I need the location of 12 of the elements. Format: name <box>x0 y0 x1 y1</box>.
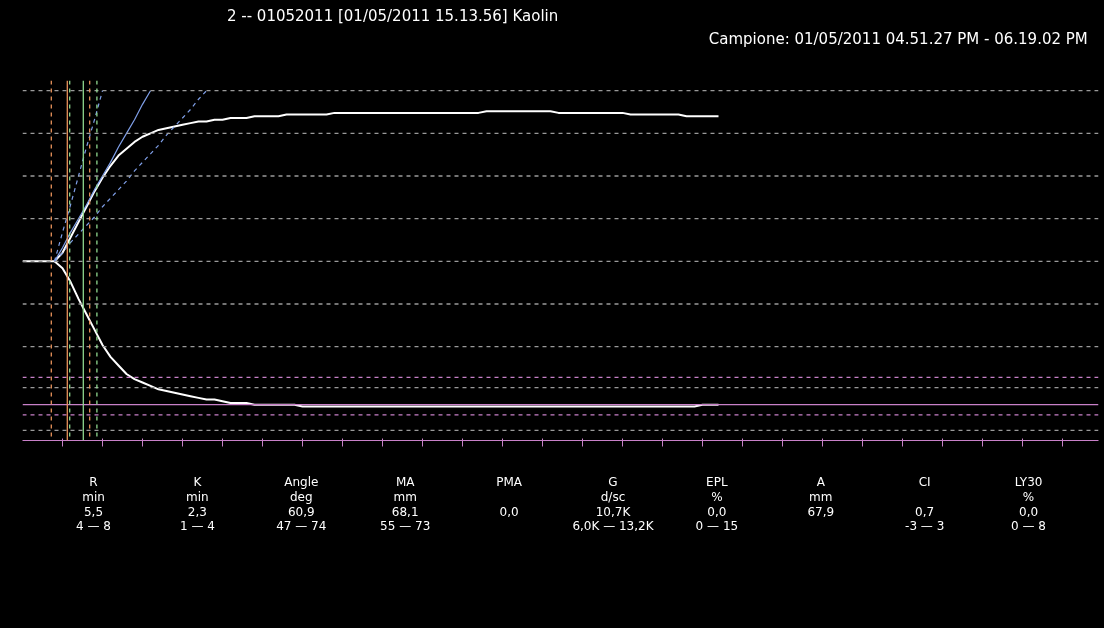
text: CI 0,7 -3 — 3 <box>905 475 945 534</box>
text: G d/sc 10,7K 6,0K — 13,2K <box>572 475 655 534</box>
text: EPL % 0,0 0 — 15 <box>695 475 739 534</box>
text: R min 5,5 4 — 8 <box>76 475 111 534</box>
text: PMA 0,0 <box>496 475 522 519</box>
text: MA mm 68,1 55 — 73 <box>380 475 431 534</box>
text: LY30 % 0,0 0 — 8 <box>1011 475 1047 534</box>
chart-title: 2 -- 01052011 [01/05/2011 15.13.56] Kaolin <box>226 6 559 25</box>
text: K min 2,3 1 — 4 <box>179 475 215 534</box>
chart-subtitle: Campione: 01/05/2011 04.51.27 PM - 06.19.02 PM <box>708 30 1088 48</box>
text: A mm 67,9 <box>807 475 835 519</box>
text: Angle deg 60,9 47 — 74 <box>276 475 327 534</box>
